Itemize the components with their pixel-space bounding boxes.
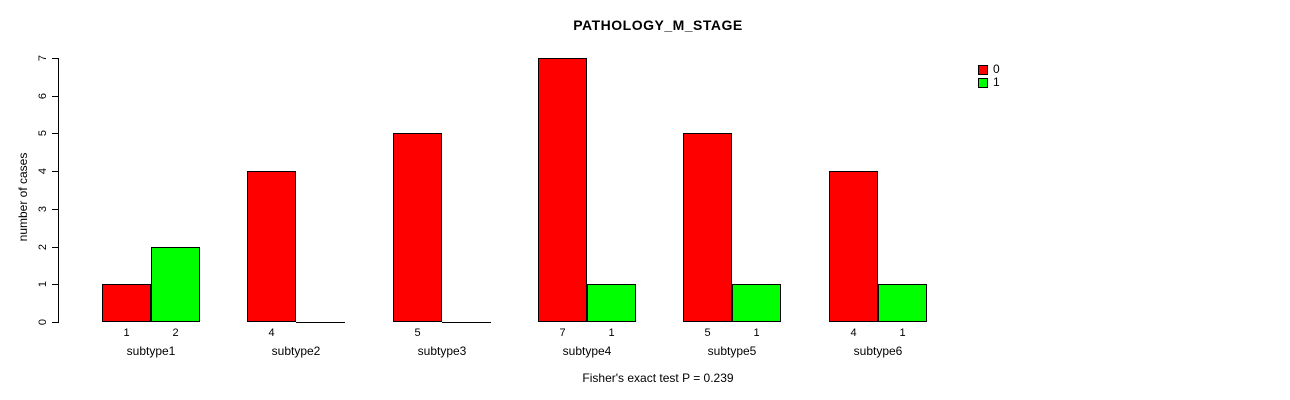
y-tick-label: 0 xyxy=(37,318,49,326)
bar-value-label: 1 xyxy=(899,327,906,339)
y-axis-tick xyxy=(52,208,58,210)
x-category-label: subtype6 xyxy=(853,344,903,358)
legend-label: 1 xyxy=(993,75,1000,89)
bar-value-label: 1 xyxy=(123,327,130,339)
y-tick-label: 2 xyxy=(37,243,49,250)
bar-value-label: 4 xyxy=(268,327,275,339)
legend-row: 0 xyxy=(978,63,1000,76)
bar-value-label: 1 xyxy=(753,327,760,339)
legend-row: 1 xyxy=(978,76,1000,89)
y-axis-tick xyxy=(52,171,58,173)
bar-value-label: 5 xyxy=(704,327,711,339)
bar-value-label: 4 xyxy=(850,327,857,339)
y-axis-tick xyxy=(52,133,58,135)
legend-swatch-icon xyxy=(978,64,988,75)
zero-height-bar-1-subtype3 xyxy=(442,322,491,323)
bar-1-subtype1 xyxy=(151,247,200,322)
y-tick-label: 4 xyxy=(37,168,49,175)
legend-swatch-icon xyxy=(978,77,988,88)
bar-value-label: 1 xyxy=(608,327,615,339)
x-category-label: subtype4 xyxy=(562,344,612,358)
bar-0-subtype4 xyxy=(538,58,587,322)
y-axis-tick xyxy=(52,58,58,59)
bar-0-subtype3 xyxy=(393,133,442,322)
y-axis-tick xyxy=(52,322,58,323)
y-tick-label: 1 xyxy=(37,281,49,288)
bar-1-subtype6 xyxy=(878,284,927,322)
footer-stat-text: Fisher's exact test P = 0.239 xyxy=(582,371,734,385)
chart-title: PATHOLOGY_M_STAGE xyxy=(573,17,743,33)
y-axis-title: number of cases xyxy=(16,152,30,242)
bar-0-subtype6 xyxy=(829,171,878,322)
x-category-label: subtype1 xyxy=(126,344,176,358)
legend-label: 0 xyxy=(993,62,1000,76)
y-axis-tick xyxy=(52,246,58,248)
x-category-label: subtype2 xyxy=(271,344,321,358)
bar-1-subtype4 xyxy=(587,284,636,322)
y-axis-tick xyxy=(52,95,58,97)
bar-1-subtype5 xyxy=(732,284,781,322)
y-tick-label: 5 xyxy=(37,130,49,137)
x-category-label: subtype3 xyxy=(417,344,467,358)
bar-0-subtype1 xyxy=(102,284,151,322)
y-tick-label: 6 xyxy=(37,92,49,99)
bar-0-subtype5 xyxy=(683,133,732,322)
x-category-label: subtype5 xyxy=(707,344,757,358)
zero-height-bar-1-subtype2 xyxy=(296,322,345,323)
bar-0-subtype2 xyxy=(247,171,296,322)
y-axis-line xyxy=(58,58,59,323)
y-tick-label: 3 xyxy=(37,205,49,212)
bar-value-label: 2 xyxy=(172,327,179,339)
y-axis-tick xyxy=(52,284,58,286)
bar-value-label: 5 xyxy=(414,327,421,339)
bar-value-label: 7 xyxy=(559,327,566,339)
y-tick-label: 7 xyxy=(37,54,49,62)
